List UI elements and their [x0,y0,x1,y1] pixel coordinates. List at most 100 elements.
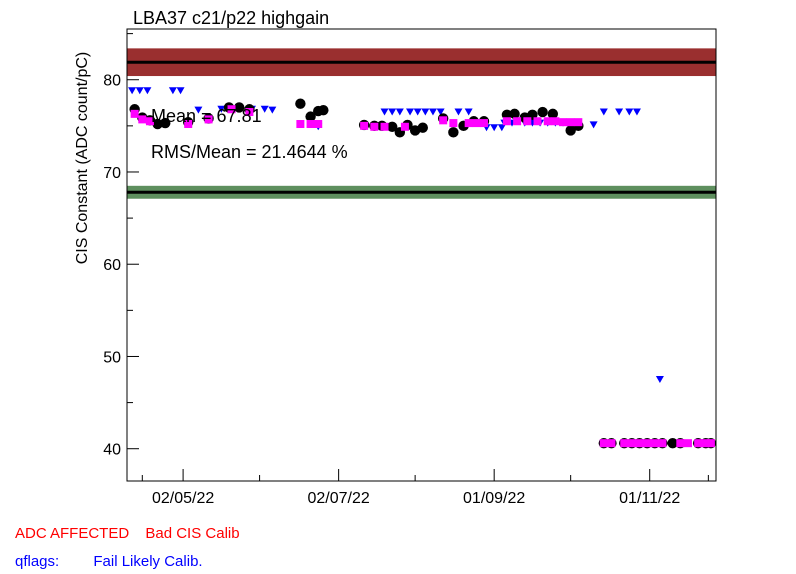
reference-bands [127,48,716,199]
data-point-square [701,439,710,448]
data-point-triangle [615,108,624,116]
data-points [128,87,717,449]
data-point-square [627,439,636,448]
data-point-triangle [168,87,177,95]
data-point-square [607,439,616,448]
data-point-square [706,439,715,448]
data-point-triangle [599,108,608,116]
data-point-square [676,439,685,448]
data-point-square [643,439,652,448]
legend-bad-cis-calib: Bad CIS Calib [145,525,240,542]
data-point-square [449,119,458,128]
legend-row-qflags: qflags: Fail Likely Calib. [15,553,203,570]
data-point-square [559,118,568,127]
chart-title: LBA37 c21/p22 highgain [133,8,329,28]
data-point-square [400,122,409,131]
axes: 40 50 60 70 80 02/05/22 02/07/22 01/09/22 01/11/… [103,33,709,507]
data-point-square [650,439,659,448]
data-point-square [694,439,703,448]
data-point-square [635,439,644,448]
data-point-square [245,108,254,117]
data-point-circle [295,98,306,109]
y-axis-label: CIS Constant (ADC count/pC) [74,52,91,265]
y-tick-label: 60 [103,257,121,274]
data-point-triangle [395,108,404,116]
data-point-square [472,119,481,128]
legend-qflags: qflags: [15,553,60,570]
data-point-circle [667,437,678,449]
data-point-square [523,117,532,126]
data-point-square [130,109,139,118]
plot-frame [126,28,717,482]
data-point-triangle [128,87,137,95]
data-point-triangle [268,106,277,114]
data-point-square [479,119,488,128]
data-point-circle [537,106,548,118]
data-point-triangle [436,108,445,116]
data-point-circle [448,127,459,138]
data-point-triangle [421,108,430,116]
data-point-circle [509,108,520,120]
data-point-square [513,117,522,126]
data-point-square [380,122,389,131]
data-point-triangle [380,108,389,116]
y-tick-label: 40 [103,442,121,459]
data-point-square [533,117,542,126]
x-tick-label: 02/07/22 [307,490,369,507]
data-point-square [227,105,236,114]
data-point-square [360,121,369,130]
data-point-square [566,118,575,127]
data-point-square [551,117,560,126]
data-point-square [184,120,193,129]
legend-row-adc: ADC AFFECTED Bad CIS Calib [15,525,240,542]
data-point-triangle [406,108,415,116]
y-tick-label: 70 [103,165,121,182]
data-point-triangle [217,105,226,113]
data-point-square [314,120,323,129]
data-point-square [306,120,315,129]
legend-fail-likely-calib: Fail Likely Calib. [93,553,203,570]
data-point-square [502,117,511,126]
data-point-square [543,117,552,126]
data-point-triangle [194,106,203,114]
x-tick-label: 02/05/22 [152,490,214,507]
y-tick-label: 80 [103,73,121,90]
data-point-triangle [632,108,641,116]
data-point-circle [565,125,576,136]
rms-annotation: RMS/Mean = 21.4644 % [151,142,348,162]
data-point-circle [547,108,559,120]
data-point-triangle [454,108,463,116]
data-point-triangle [589,121,598,129]
data-point-square [145,117,154,126]
data-point-triangle [625,108,634,116]
data-point-square [658,439,667,448]
data-point-square [296,120,305,129]
data-point-square [599,439,608,448]
data-point-square [683,439,692,448]
data-point-circle [152,118,163,130]
data-point-triangle [490,124,499,132]
data-point-triangle [135,87,144,95]
data-point-triangle [428,108,437,116]
data-point-triangle [497,124,506,132]
data-point-circle [305,111,316,122]
data-point-square [370,122,379,131]
data-point-circle [386,121,398,132]
data-point-triangle [388,108,397,116]
data-point-square [620,439,629,448]
data-point-square [439,116,448,125]
data-point-triangle [143,87,152,95]
mean-annotation: Mean = 67.81 [151,106,262,126]
data-point-circle [160,117,171,129]
data-point-square [138,115,147,124]
data-point-circle [417,122,428,133]
data-point-circle [233,102,245,113]
y-tick-label: 50 [103,349,121,366]
legend-adc-affected: ADC AFFECTED [15,525,130,542]
data-point-triangle [260,105,269,113]
x-tick-label: 01/09/22 [463,490,525,507]
data-point-triangle [176,87,185,95]
data-point-square [574,118,583,127]
data-point-triangle [413,108,422,116]
